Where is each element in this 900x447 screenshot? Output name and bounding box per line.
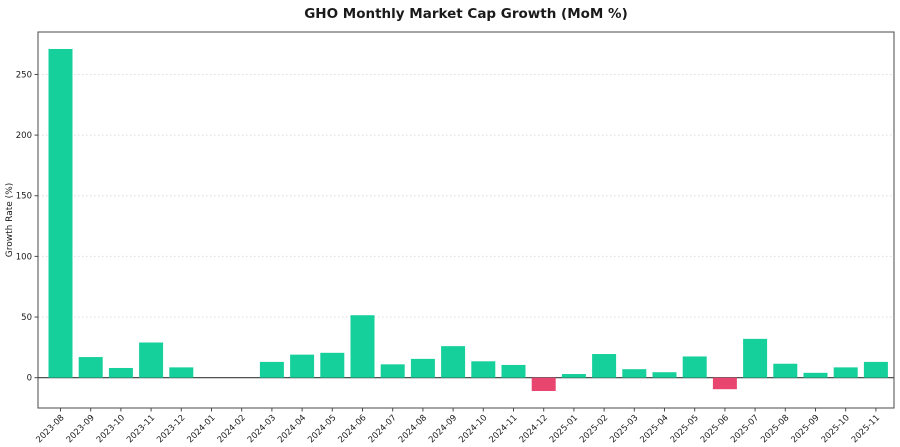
bar-2023-09 xyxy=(78,357,103,378)
y-tick-label: 0 xyxy=(27,374,32,384)
bar-2024-04 xyxy=(290,354,315,378)
bar-2024-03 xyxy=(259,361,284,378)
bar-2025-03 xyxy=(622,369,647,378)
chart-title: GHO Monthly Market Cap Growth (MoM %) xyxy=(304,6,628,22)
bar-2025-05 xyxy=(682,356,707,378)
bar-2024-11 xyxy=(501,364,526,378)
y-tick-label: 200 xyxy=(16,131,32,141)
bar-2024-08 xyxy=(410,358,435,378)
bar-2023-08 xyxy=(48,48,73,378)
bar-2023-11 xyxy=(139,342,164,378)
y-tick-label: 50 xyxy=(21,313,32,323)
bar-2025-01 xyxy=(561,374,586,378)
bar-2024-12 xyxy=(531,377,556,392)
bar-2024-10 xyxy=(471,361,496,378)
y-tick-label: 100 xyxy=(16,252,32,262)
bar-2025-08 xyxy=(773,363,798,378)
bar-2023-10 xyxy=(108,367,133,378)
y-axis-label: Growth Rate (%) xyxy=(5,183,15,258)
bar-2025-02 xyxy=(592,354,617,378)
bar-2024-09 xyxy=(441,346,466,378)
bar-2025-04 xyxy=(652,372,677,378)
bar-2025-10 xyxy=(833,367,858,378)
bar-2025-07 xyxy=(743,338,768,378)
bar-2024-06 xyxy=(350,315,375,378)
plot-frame xyxy=(37,31,895,409)
y-tick-label: 250 xyxy=(16,70,32,80)
y-tick-label: 150 xyxy=(16,192,32,202)
bar-2024-07 xyxy=(380,364,405,378)
bar-2023-12 xyxy=(169,367,194,378)
bar-2025-11 xyxy=(863,361,888,378)
bar-2025-06 xyxy=(712,377,737,390)
bar-2024-05 xyxy=(320,352,345,378)
bar-2025-09 xyxy=(803,372,828,378)
